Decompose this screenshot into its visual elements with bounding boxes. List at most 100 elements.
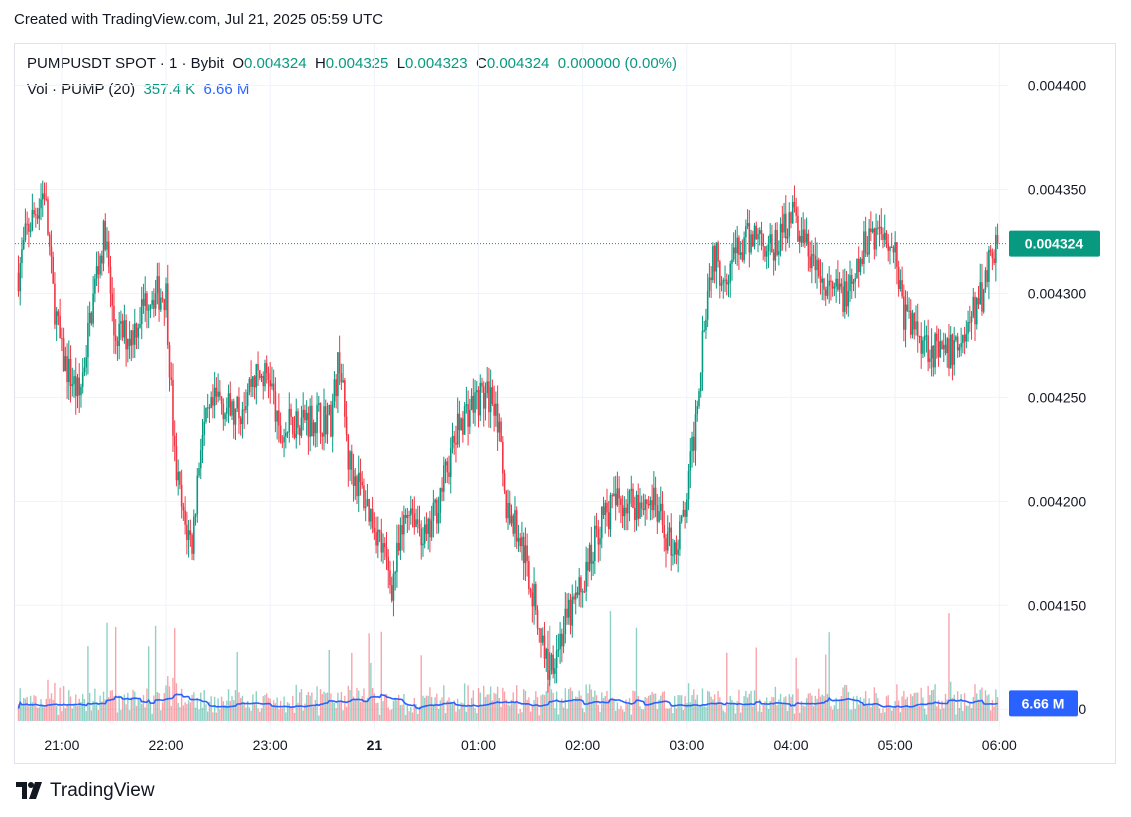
candle-up (929, 358, 931, 362)
volume-bar (198, 709, 200, 721)
volume-bar (200, 692, 202, 721)
candle-down (812, 254, 815, 256)
candle-up (786, 236, 789, 239)
candle-up (732, 247, 735, 260)
volume-bar (790, 696, 792, 721)
volume-bar (196, 698, 198, 721)
volume-bar (283, 696, 285, 721)
candle-down (35, 214, 37, 216)
volume-bar (915, 692, 917, 721)
candle-up (715, 242, 718, 272)
volume-bar (929, 694, 931, 721)
candle-down (663, 524, 666, 539)
volume-bar (976, 693, 978, 721)
candle-down (389, 570, 391, 586)
price-tick-label: 0.004150 (1028, 597, 1087, 613)
volume-bar (831, 709, 834, 721)
candle-down (269, 380, 271, 387)
volume-bar (61, 711, 63, 721)
candle-up (422, 543, 424, 546)
candle-up (106, 241, 108, 250)
candle-down (189, 530, 192, 535)
candle-down (47, 199, 49, 235)
volume-bar (302, 710, 304, 721)
candle-down (128, 338, 131, 346)
volume-bar (535, 691, 537, 721)
volume-bar (417, 713, 419, 721)
candle-down (243, 409, 245, 411)
volume-bar (953, 694, 955, 721)
candle-up (805, 233, 808, 243)
candle-up (177, 471, 179, 481)
volume-bar (614, 710, 617, 721)
volume-bar (512, 692, 514, 721)
volume-bar (696, 694, 698, 721)
candle-down (371, 508, 374, 528)
candle-up (489, 387, 492, 413)
volume-bar (963, 693, 966, 721)
candle-up (217, 391, 219, 397)
candle-down (625, 507, 627, 514)
candle-down (640, 502, 643, 509)
volume-bar (43, 707, 46, 721)
candle-up (975, 298, 978, 325)
volume-bar (104, 699, 106, 721)
candle-down (453, 435, 456, 443)
price-axis[interactable]: 0.004400 0.004350 0.004300 0.004250 0.004200… (1009, 78, 1100, 718)
candle-up (288, 408, 291, 433)
volume-bar (488, 694, 490, 721)
candle-down (913, 313, 916, 330)
volume-bar (267, 697, 270, 721)
candle-down (45, 198, 48, 200)
volume-bar (809, 692, 811, 721)
candle-up (439, 487, 442, 513)
candle-up (691, 436, 693, 452)
candle-down (175, 446, 178, 481)
volume-bar (220, 696, 223, 721)
volume-bar (628, 698, 631, 721)
symbol-label[interactable]: PUMPUSDT SPOT · 1 · Bybit (27, 55, 224, 72)
volume-bar (960, 694, 962, 721)
candle-down (725, 279, 728, 285)
volume-bar (967, 705, 969, 721)
candle-down (109, 266, 112, 294)
candle-down (932, 345, 935, 368)
candle-up (187, 530, 190, 540)
candle-down (529, 589, 532, 593)
candle-down (719, 261, 721, 286)
volume-bar (245, 707, 247, 721)
footer-logo[interactable]: TradingView (16, 780, 155, 802)
volume-bar (816, 698, 818, 721)
volume-bar (995, 689, 997, 721)
candle-up (305, 412, 308, 421)
volume-bar (729, 695, 731, 721)
volume-bar (894, 701, 896, 721)
volume-bar (476, 713, 478, 721)
candle-up (337, 352, 339, 397)
candle-down (481, 382, 483, 387)
candle-up (328, 404, 331, 415)
volume-bar (528, 697, 530, 721)
volume-bar (686, 703, 688, 721)
candle-up (698, 391, 700, 406)
volume-bar (194, 707, 197, 721)
volume-bar (870, 707, 872, 721)
volume-bar (922, 697, 924, 721)
candle-down (781, 223, 784, 233)
candle-down (665, 538, 667, 551)
candle-up (456, 413, 459, 445)
candle-up (585, 561, 587, 592)
volume-bar (587, 693, 589, 721)
candle-up (599, 538, 601, 545)
candle-up (517, 537, 520, 542)
candle-up (849, 275, 851, 292)
candle-up (668, 527, 671, 533)
time-axis[interactable]: 21:00 22:00 23:00 21 01:00 02:00 03:00 04:00 05:… (44, 737, 1017, 753)
candle-up (720, 282, 723, 286)
candle-up (708, 277, 711, 291)
candle-up (449, 448, 452, 478)
volume-ma-line (17, 693, 998, 710)
volume-bar (878, 708, 881, 721)
volume-bar (318, 715, 320, 721)
